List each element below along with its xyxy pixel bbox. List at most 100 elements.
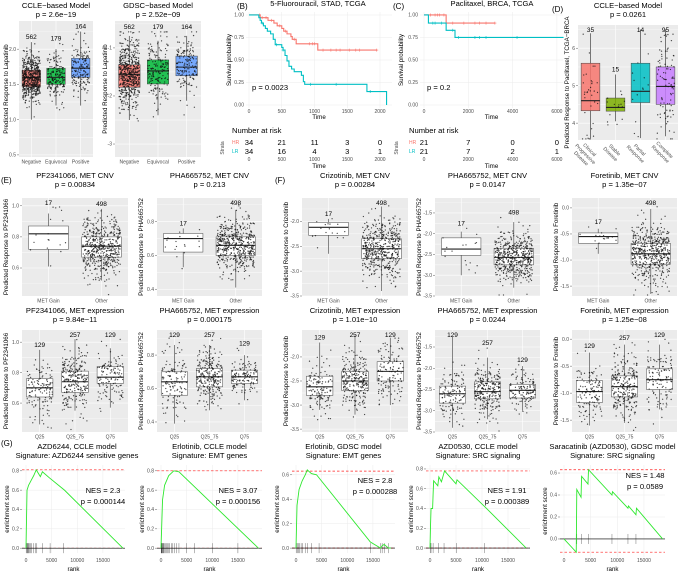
data-point <box>499 257 501 260</box>
data-point <box>655 282 657 285</box>
data-point <box>25 65 28 67</box>
data-point <box>188 51 191 53</box>
data-point <box>672 33 674 35</box>
data-point <box>111 260 114 263</box>
x-tick-label: 2000 <box>374 109 385 115</box>
data-point <box>177 48 179 50</box>
data-point <box>52 70 54 72</box>
data-point <box>668 249 670 252</box>
data-point <box>231 226 233 228</box>
data-point <box>640 250 642 252</box>
data-point <box>395 263 397 265</box>
data-point <box>87 233 89 235</box>
x-tick-label: 0 <box>423 109 426 115</box>
data-point <box>659 113 661 115</box>
risk-count: 3 <box>345 138 349 147</box>
data-point <box>224 249 226 251</box>
data-point <box>225 241 227 243</box>
data-point <box>520 243 522 245</box>
data-point <box>33 96 35 98</box>
data-point <box>661 58 663 60</box>
data-point <box>249 259 251 261</box>
data-point <box>84 249 86 252</box>
data-point <box>512 261 515 263</box>
data-point <box>116 285 119 287</box>
data-point <box>672 88 674 90</box>
y-tick-label: 0.50 <box>234 58 244 64</box>
data-point <box>374 207 377 210</box>
data-point <box>244 253 246 255</box>
data-point <box>86 240 89 243</box>
data-point <box>167 73 169 75</box>
censor-mark <box>451 21 455 25</box>
data-point <box>641 265 643 268</box>
data-point <box>83 257 86 259</box>
data-point <box>110 264 112 266</box>
data-point <box>95 245 97 247</box>
data-point <box>531 239 533 241</box>
data-point <box>97 219 100 221</box>
data-point <box>242 250 245 252</box>
data-point <box>529 263 531 265</box>
data-point <box>135 105 138 107</box>
data-point <box>235 270 237 272</box>
data-point <box>221 237 223 240</box>
data-point <box>85 58 87 60</box>
data-point <box>607 124 609 126</box>
data-point <box>620 93 623 96</box>
data-point <box>80 51 82 54</box>
data-point <box>119 53 122 56</box>
data-point <box>166 62 168 64</box>
data-point <box>225 252 228 255</box>
data-point <box>222 228 225 230</box>
data-point <box>647 253 650 256</box>
data-point <box>658 251 660 254</box>
risk-x-tick-label: 0 <box>248 157 251 163</box>
data-point <box>506 268 508 270</box>
data-point <box>659 270 661 272</box>
data-point <box>227 249 230 251</box>
data-point <box>635 239 637 242</box>
data-point <box>657 79 659 81</box>
data-point <box>233 255 235 257</box>
data-point <box>100 245 103 247</box>
data-point <box>658 66 660 68</box>
data-point <box>634 257 636 259</box>
data-point <box>495 241 497 243</box>
data-point <box>250 254 252 256</box>
data-point <box>650 245 652 248</box>
data-point <box>57 75 59 77</box>
y-tick-label: 4 <box>572 121 575 127</box>
data-point <box>660 232 662 234</box>
data-point <box>372 237 374 240</box>
data-point <box>126 102 128 104</box>
data-point <box>387 266 390 269</box>
data-point <box>150 79 152 81</box>
data-point <box>661 55 663 58</box>
data-point <box>368 239 370 241</box>
data-point <box>85 253 87 255</box>
data-point <box>252 265 254 267</box>
data-point <box>394 233 396 235</box>
data-point <box>181 61 184 64</box>
group-count-label: 17 <box>595 219 603 226</box>
data-point <box>192 54 195 57</box>
data-point <box>189 90 191 92</box>
data-point <box>89 237 92 239</box>
data-point <box>224 260 226 262</box>
data-point <box>239 251 241 253</box>
data-point <box>380 232 382 234</box>
data-point <box>29 249 32 251</box>
data-point <box>101 226 103 228</box>
data-point <box>112 256 114 259</box>
data-point <box>507 241 509 243</box>
data-point <box>47 68 50 70</box>
data-point <box>33 76 35 79</box>
data-point <box>514 254 516 257</box>
data-point <box>656 73 659 75</box>
data-point <box>234 229 236 231</box>
data-point <box>82 245 84 247</box>
data-point <box>28 70 30 72</box>
data-point <box>666 261 668 263</box>
data-point <box>48 239 50 241</box>
